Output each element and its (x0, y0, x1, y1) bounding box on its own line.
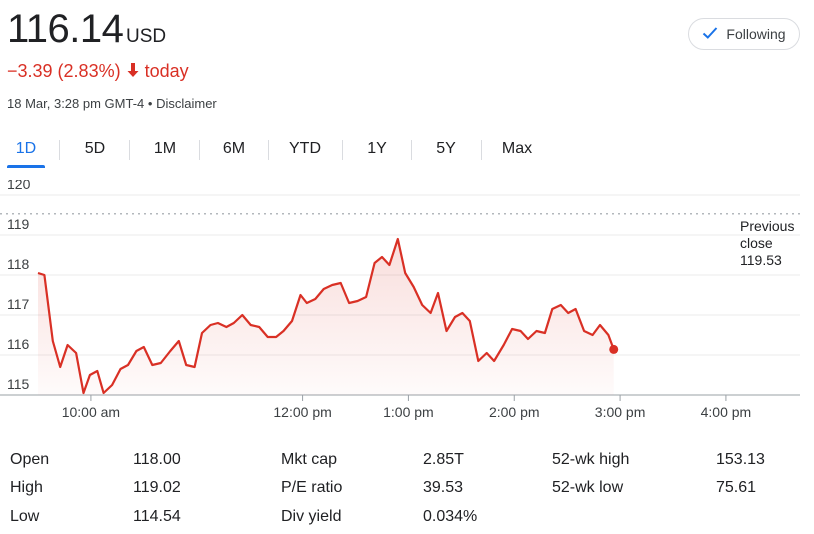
x-tick-label: 10:00 am (62, 404, 120, 420)
y-tick-label: 115 (7, 376, 30, 392)
x-tick-label: 1:00 pm (383, 404, 434, 420)
tab-divider (129, 140, 130, 160)
disclaimer-link[interactable]: Disclaimer (156, 96, 217, 111)
stat-value-mkt-cap: 2.85T (423, 451, 464, 468)
y-tick-label: 118 (7, 256, 30, 272)
stat-label-div-yield: Div yield (281, 508, 342, 525)
price-chart[interactable]: 115 116 117 118 119 120 10:00 am 12:00 pm 1:00 p… (0, 180, 814, 430)
stat-value-high: 119.02 (133, 479, 181, 496)
tab-1y[interactable]: 1Y (367, 140, 387, 157)
following-button-label: Following (726, 26, 786, 42)
stat-label-high: High (10, 479, 43, 496)
y-tick-label: 119 (7, 216, 30, 232)
quote-timestamp: 18 Mar, 3:28 pm GMT-4 (7, 96, 145, 111)
stat-value-open: 118.00 (133, 451, 181, 468)
quote-meta: 18 Mar, 3:28 pm GMT-4 • Disclaimer (7, 96, 217, 111)
x-tick-label: 2:00 pm (489, 404, 540, 420)
tab-6m[interactable]: 6M (222, 140, 246, 157)
currency-label: USD (126, 26, 167, 47)
current-price-dot (609, 344, 619, 354)
tab-divider (59, 140, 60, 160)
stat-label-pe-ratio: P/E ratio (281, 479, 343, 496)
price-change-suffix: today (144, 61, 189, 81)
previous-close-label: close (740, 235, 773, 251)
previous-close-label: Previous (740, 218, 794, 234)
stock-price: 116.14 (7, 7, 124, 51)
tab-divider (268, 140, 269, 160)
stat-label-52wk-high: 52-wk high (552, 451, 630, 468)
tab-max[interactable]: Max (501, 140, 533, 157)
tab-1d[interactable]: 1D (7, 132, 45, 168)
stat-label-open: Open (10, 451, 50, 468)
stat-value-div-yield: 0.034% (423, 508, 478, 525)
stat-value-52wk-high: 153.13 (716, 451, 765, 468)
x-tick-label: 3:00 pm (595, 404, 646, 420)
tab-divider (481, 140, 482, 160)
tab-divider (342, 140, 343, 160)
stat-value-low: 114.54 (133, 508, 181, 525)
y-tick-label: 116 (7, 336, 30, 352)
arrow-down-icon (127, 61, 139, 82)
tab-1m[interactable]: 1M (153, 140, 177, 157)
stat-value-pe-ratio: 39.53 (423, 479, 464, 496)
stat-value-52wk-low: 75.61 (716, 479, 757, 496)
tab-divider (411, 140, 412, 160)
price-line (37, 237, 615, 395)
meta-separator: • (147, 96, 153, 111)
tab-5d[interactable]: 5D (84, 140, 106, 157)
tab-ytd[interactable]: YTD (289, 140, 321, 157)
tab-5y[interactable]: 5Y (436, 140, 456, 157)
range-tabs: 1D 5D 1M 6M YTD 1Y 5Y Max (0, 132, 560, 168)
check-icon (702, 26, 718, 43)
tab-divider (199, 140, 200, 160)
x-tick-label: 4:00 pm (701, 404, 752, 420)
following-button[interactable]: Following (688, 18, 800, 50)
y-tick-label: 120 (7, 180, 31, 192)
price-change-value: −3.39 (2.83%) (7, 61, 121, 81)
previous-close-label: 119.53 (740, 252, 782, 268)
y-tick-label: 117 (7, 296, 30, 312)
price-area-fill (38, 239, 614, 395)
stat-label-low: Low (10, 508, 40, 525)
x-tick-label: 12:00 pm (273, 404, 331, 420)
price-change: −3.39 (2.83%) today (7, 61, 189, 82)
stat-label-52wk-low: 52-wk low (552, 479, 624, 496)
stat-label-mkt-cap: Mkt cap (281, 451, 338, 468)
